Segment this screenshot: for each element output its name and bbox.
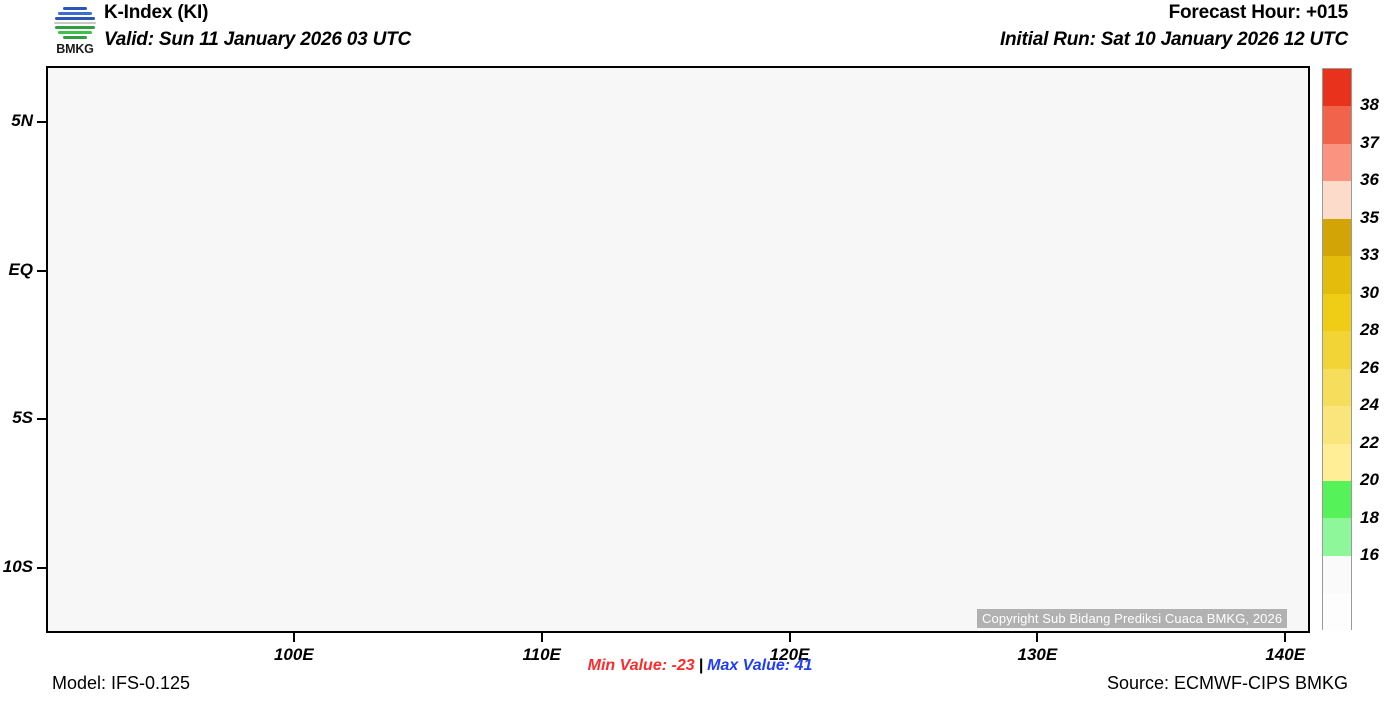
colorbar-band — [1323, 443, 1351, 481]
colorbar-band — [1323, 480, 1351, 519]
colorbar-tick-38: 38 — [1360, 95, 1379, 115]
map-copyright: Copyright Sub Bidang Prediksi Cuaca BMKG… — [977, 609, 1288, 628]
colorbar-band — [1323, 293, 1351, 332]
colorbar-band — [1323, 406, 1351, 444]
colorbar-tick-26: 26 — [1360, 357, 1379, 377]
initial-run-label: Initial Run: Sat 10 January 2026 12 UTC — [999, 29, 1348, 50]
forecast-hour-label: Forecast Hour: +015 — [1168, 2, 1349, 23]
colorbar-band — [1323, 593, 1351, 631]
minmax-line: Min Value: -23 | Max Value: 41 — [0, 657, 1400, 675]
colorbar-tick-16: 16 — [1360, 545, 1379, 565]
page-title: K-Index (KI) — [104, 2, 209, 23]
colorbar-band — [1323, 69, 1351, 107]
colorbar-band — [1323, 518, 1351, 556]
colorbar-band — [1323, 256, 1351, 294]
valid-time-label: Valid: Sun 11 January 2026 03 UTC — [104, 29, 412, 50]
colorbar-band — [1323, 181, 1351, 219]
bmkg-logo: BMKG — [47, 2, 103, 56]
colorbar-band — [1323, 106, 1351, 144]
source-label: Source: ECMWF-CIPS BMKG — [1106, 673, 1348, 693]
y-tick-mark — [37, 269, 46, 272]
colorbar-tick-18: 18 — [1360, 507, 1379, 527]
colorbar — [1322, 68, 1352, 631]
colorbar-band — [1323, 218, 1351, 257]
min-value-label: Min Value: -23 — [587, 657, 695, 674]
x-tick-mark — [1036, 633, 1039, 642]
colorbar-band — [1323, 331, 1351, 369]
y-tick-mark — [37, 418, 46, 421]
x-tick-label-100e: 100E — [273, 645, 314, 664]
x-tick-mark — [788, 633, 791, 642]
y-tick-label-10s: 10S — [2, 556, 33, 576]
y-tick-label-eq: EQ — [8, 259, 33, 279]
map-frame — [46, 66, 1310, 633]
model-label: Model: IFS-0.125 — [52, 673, 191, 693]
colorbar-tick-20: 20 — [1360, 470, 1379, 490]
colorbar-band — [1323, 368, 1351, 407]
x-tick-label-120e: 120E — [769, 645, 810, 664]
colorbar-tick-22: 22 — [1360, 432, 1379, 452]
colorbar-band — [1323, 555, 1351, 594]
colorbar-tick-37: 37 — [1360, 132, 1379, 152]
y-tick-label-5s: 5S — [12, 408, 33, 428]
minmax-separator: | — [698, 657, 704, 674]
colorbar-tick-33: 33 — [1360, 245, 1379, 265]
max-value-label: Max Value: 41 — [707, 657, 813, 674]
colorbar-tick-24: 24 — [1360, 395, 1379, 415]
x-tick-label-140e: 140E — [1265, 645, 1306, 664]
weather-map-canvas — [48, 68, 1308, 631]
colorbar-band — [1323, 143, 1351, 182]
header: BMKG K-Index (KI) Valid: Sun 11 January … — [0, 0, 1400, 60]
x-tick-mark — [292, 633, 295, 642]
colorbar-tick-30: 30 — [1360, 282, 1379, 302]
x-tick-label-130e: 130E — [1017, 645, 1058, 664]
y-tick-mark — [37, 566, 46, 569]
x-tick-mark — [540, 633, 543, 642]
x-tick-label-110e: 110E — [522, 645, 561, 664]
bmkg-logo-label: BMKG — [56, 42, 94, 56]
bmkg-logo-disc — [53, 2, 97, 44]
y-tick-mark — [37, 121, 46, 124]
colorbar-tick-36: 36 — [1360, 170, 1379, 190]
colorbar-tick-35: 35 — [1360, 207, 1379, 227]
colorbar-tick-28: 28 — [1360, 320, 1379, 340]
y-tick-label-5n: 5N — [11, 111, 33, 131]
x-tick-mark — [1284, 633, 1287, 642]
